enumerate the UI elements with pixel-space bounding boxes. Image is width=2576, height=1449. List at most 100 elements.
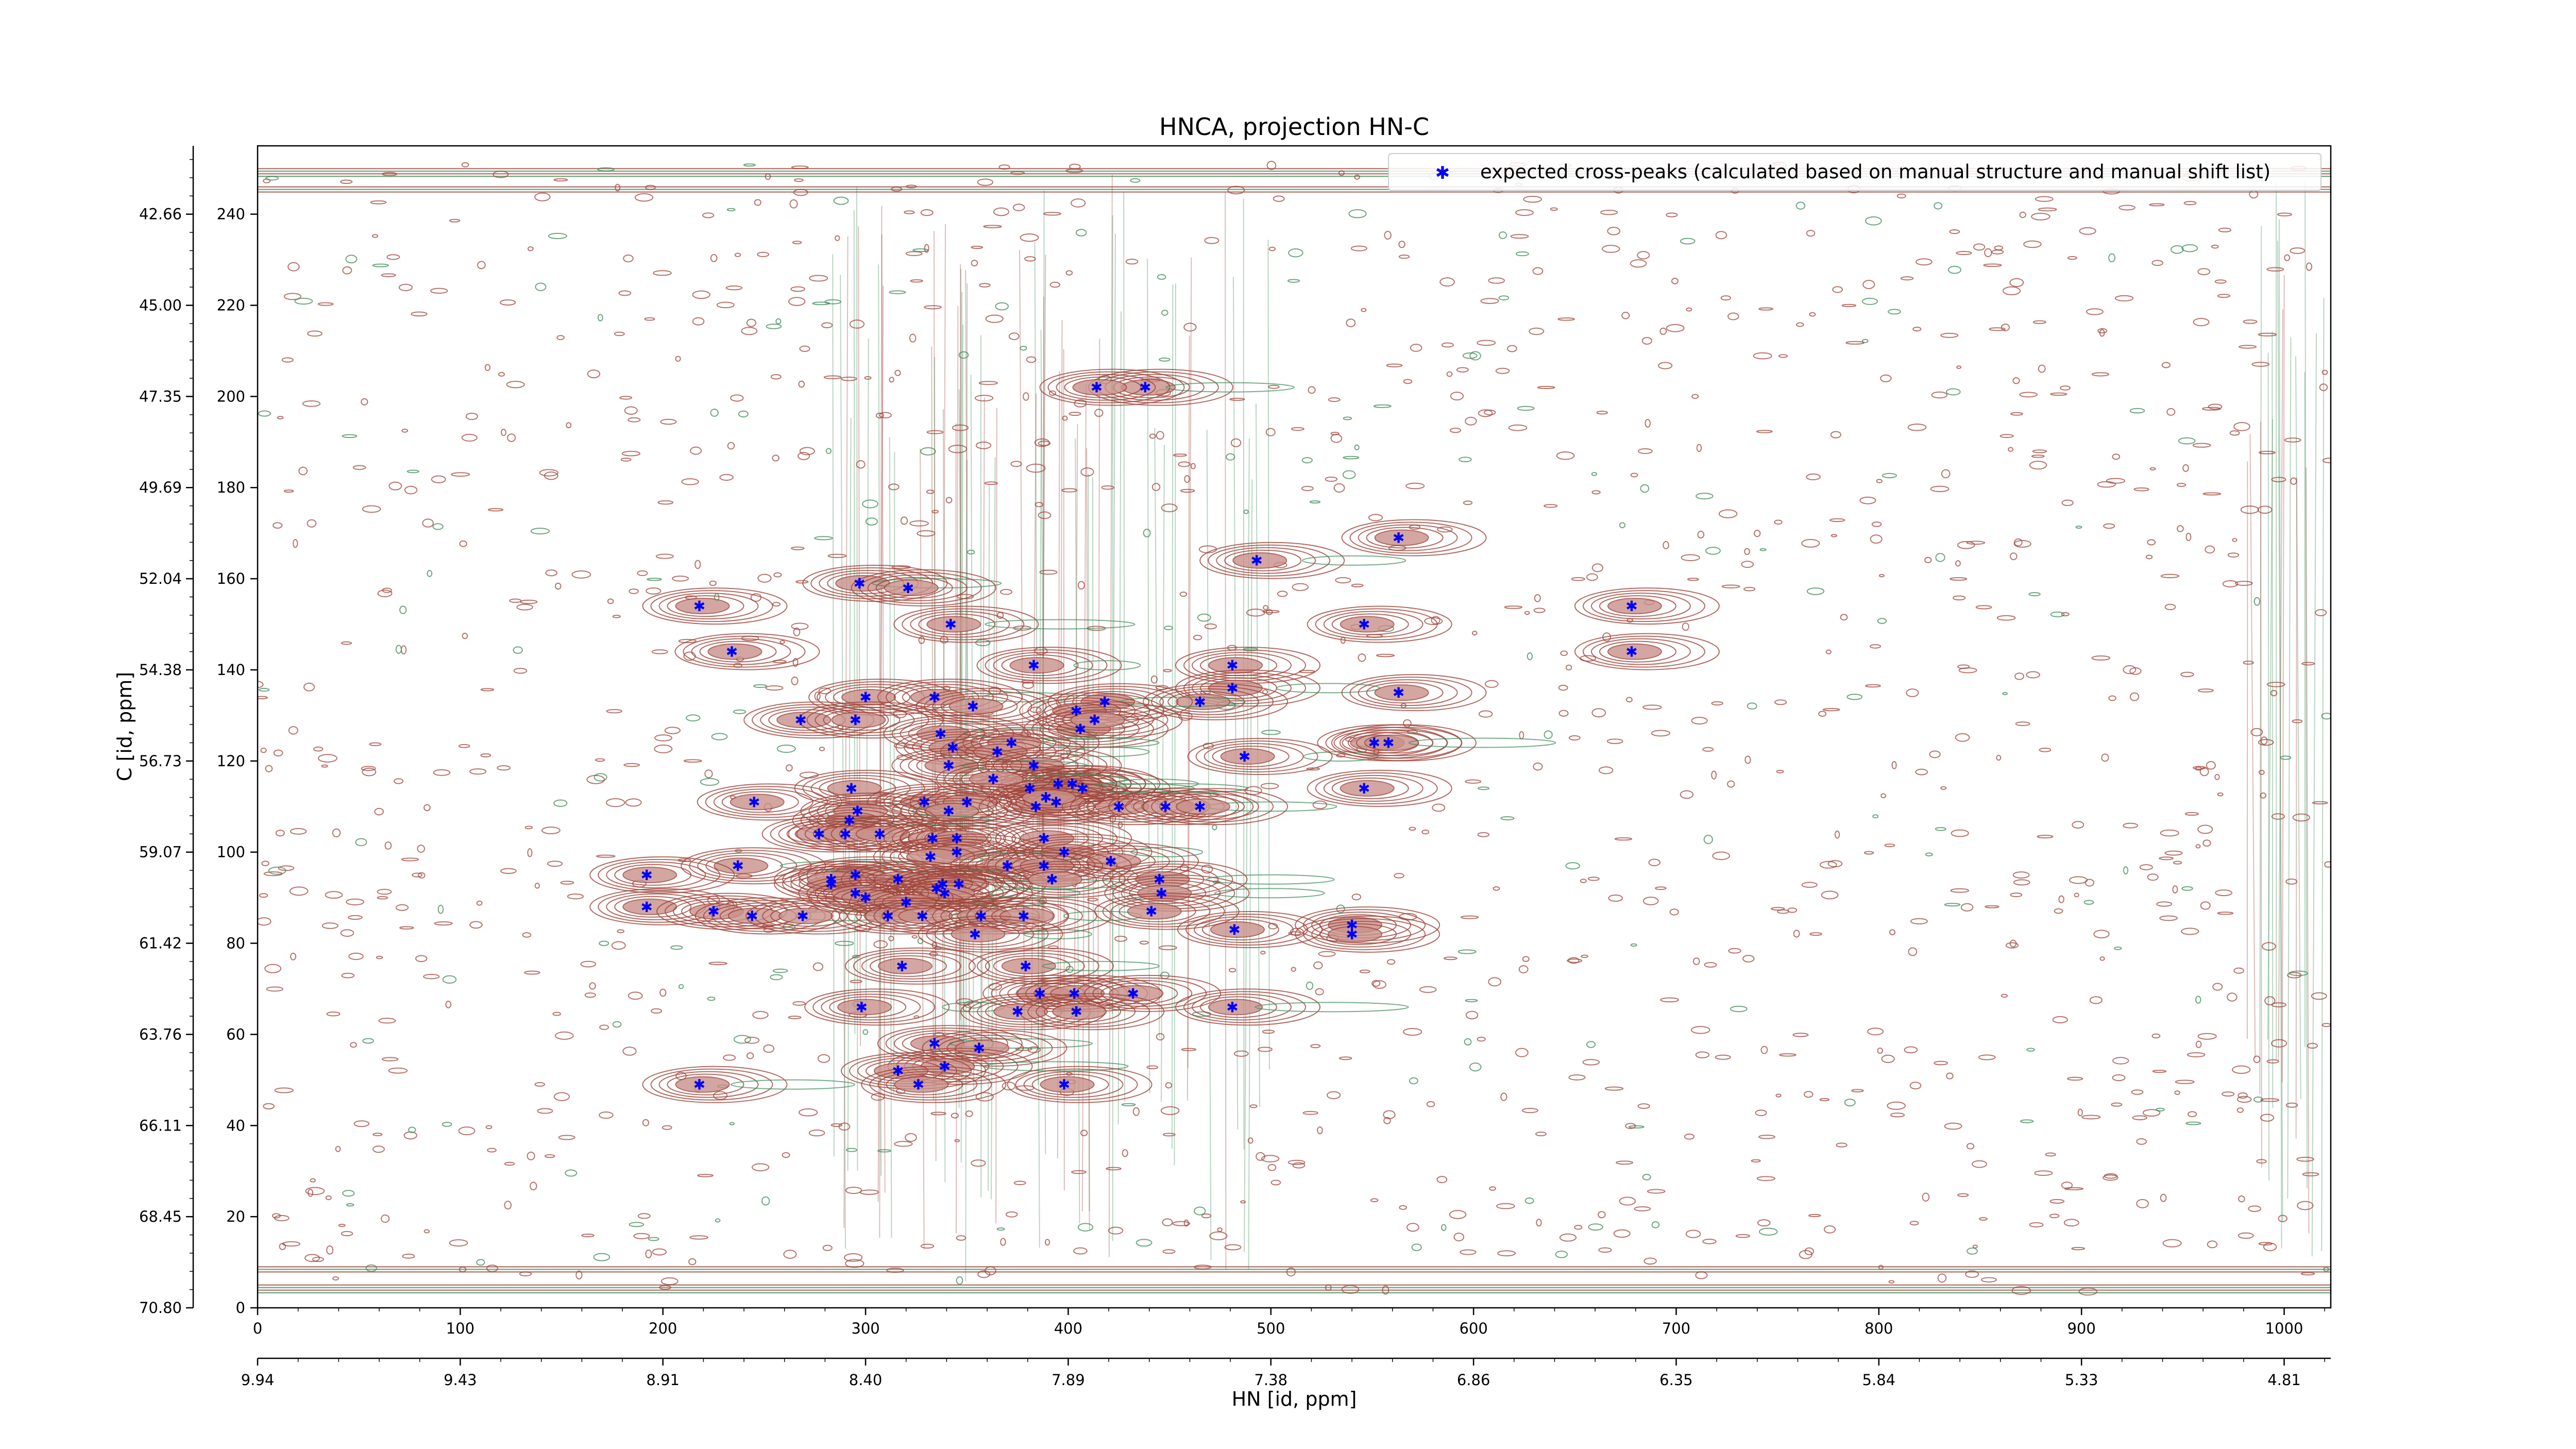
- noise-contour: [646, 587, 662, 595]
- noise-contour: [1465, 416, 1477, 426]
- noise-contour: [2205, 545, 2215, 554]
- cross-peak-marker: ✱: [845, 780, 857, 797]
- noise-contour: [377, 896, 388, 900]
- noise-contour: [506, 380, 525, 389]
- peak-contour: [885, 681, 1008, 714]
- noise-contour: [1870, 534, 1883, 544]
- noise-contour: [1077, 581, 1085, 590]
- noise-contour: [1818, 711, 1827, 717]
- noise-contour: [1555, 1250, 1568, 1258]
- peak-contour: [1072, 379, 1127, 396]
- noise-contour: [2292, 719, 2303, 723]
- x-axis-tick-label: 400: [1054, 1320, 1082, 1337]
- noise-contour: [1715, 1054, 1731, 1060]
- cross-peak-marker: ✱: [1393, 530, 1404, 547]
- noise-contour: [382, 172, 398, 176]
- noise-contour: [1013, 1181, 1026, 1186]
- noise-contour: [2151, 260, 2164, 266]
- noise-contour: [2306, 262, 2313, 271]
- noise-contour: [1477, 832, 1490, 837]
- noise-contour: [690, 446, 702, 455]
- noise-contour: [342, 1190, 355, 1197]
- noise-contour: [1268, 384, 1280, 389]
- noise-contour: [342, 434, 358, 439]
- cross-peak-marker: ✱: [641, 867, 653, 884]
- noise-contour: [2307, 1042, 2318, 1049]
- noise-contour: [1301, 457, 1313, 464]
- noise-contour: [2222, 1091, 2235, 1097]
- noise-contour: [388, 481, 402, 491]
- cross-peak-marker: ✱: [850, 885, 861, 902]
- noise-contour: [1243, 509, 1249, 514]
- noise-contour: [1292, 583, 1309, 591]
- noise-contour: [1996, 615, 2016, 621]
- noise-contour: [341, 1231, 353, 1237]
- noise-contour: [688, 1258, 697, 1266]
- noise-contour: [1317, 1126, 1323, 1135]
- noise-contour: [2032, 449, 2047, 453]
- noise-contour: [1869, 644, 1882, 649]
- noise-contour: [437, 904, 444, 914]
- noise-contour: [798, 1108, 818, 1117]
- noise-contour: [1640, 484, 1650, 493]
- noise-contour: [2195, 766, 2202, 771]
- noise-contour: [2099, 956, 2105, 961]
- noise-contour: [1876, 479, 1883, 483]
- peak-contour: [762, 902, 862, 930]
- noise-contour: [727, 442, 735, 450]
- noise-contour: [984, 1266, 996, 1276]
- noise-contour: [2280, 755, 2292, 760]
- peak-contour: [1311, 920, 1412, 948]
- noise-contour: [1077, 1223, 1094, 1232]
- noise-contour: [1409, 1077, 1418, 1085]
- noise-contour: [263, 1103, 275, 1109]
- cross-peak-marker: ✱: [1006, 734, 1018, 751]
- peak-contour: [642, 587, 788, 625]
- noise-contour: [761, 1196, 770, 1206]
- y-axis-ppm-tick-label: 66.11: [139, 1117, 182, 1134]
- y-axis-tick-label: 200: [217, 387, 245, 405]
- noise-contour: [620, 458, 632, 462]
- noise-contour: [1778, 354, 1788, 358]
- noise-contour: [711, 733, 728, 740]
- noise-contour: [652, 1248, 667, 1256]
- x-axis-ppm-tick-label: 9.94: [241, 1371, 275, 1389]
- noise-contour: [281, 357, 294, 363]
- noise-contour: [274, 1215, 290, 1221]
- noise-contour: [1431, 616, 1440, 625]
- negative-peak-contour: [985, 619, 1136, 630]
- noise-contour: [1002, 1081, 1016, 1091]
- noise-contour: [597, 314, 603, 322]
- noise-contour: [1642, 897, 1659, 905]
- noise-contour: [1712, 851, 1731, 861]
- noise-contour: [2089, 996, 2103, 1004]
- noise-contour: [614, 331, 625, 336]
- noise-contour: [340, 929, 354, 937]
- noise-contour: [1821, 890, 1839, 900]
- noise-contour: [628, 417, 641, 423]
- noise-contour: [659, 988, 667, 997]
- noise-contour: [1872, 814, 1879, 819]
- noise-contour: [642, 1119, 650, 1126]
- noise-contour: [412, 872, 423, 878]
- noise-contour: [2028, 592, 2041, 597]
- noise-contour: [1518, 965, 1529, 973]
- cross-peak-marker: ✱: [874, 825, 886, 843]
- noise-contour: [500, 868, 517, 874]
- noise-contour: [2202, 839, 2211, 847]
- noise-contour: [477, 261, 486, 269]
- noise-contour: [541, 827, 561, 834]
- cross-peak-marker: ✱: [1074, 721, 1086, 738]
- noise-contour: [1935, 827, 1946, 831]
- noise-contour: [2139, 864, 2153, 870]
- noise-contour: [445, 1001, 452, 1008]
- noise-contour: [1288, 248, 1303, 258]
- noise-contour: [1301, 485, 1314, 492]
- noise-contour: [977, 178, 993, 186]
- noise-contour: [1256, 1152, 1265, 1161]
- noise-contour: [1008, 332, 1020, 341]
- noise-contour: [1500, 1092, 1507, 1101]
- noise-contour: [2211, 244, 2219, 249]
- noise-contour: [1533, 608, 1546, 613]
- noise-contour: [845, 1186, 862, 1194]
